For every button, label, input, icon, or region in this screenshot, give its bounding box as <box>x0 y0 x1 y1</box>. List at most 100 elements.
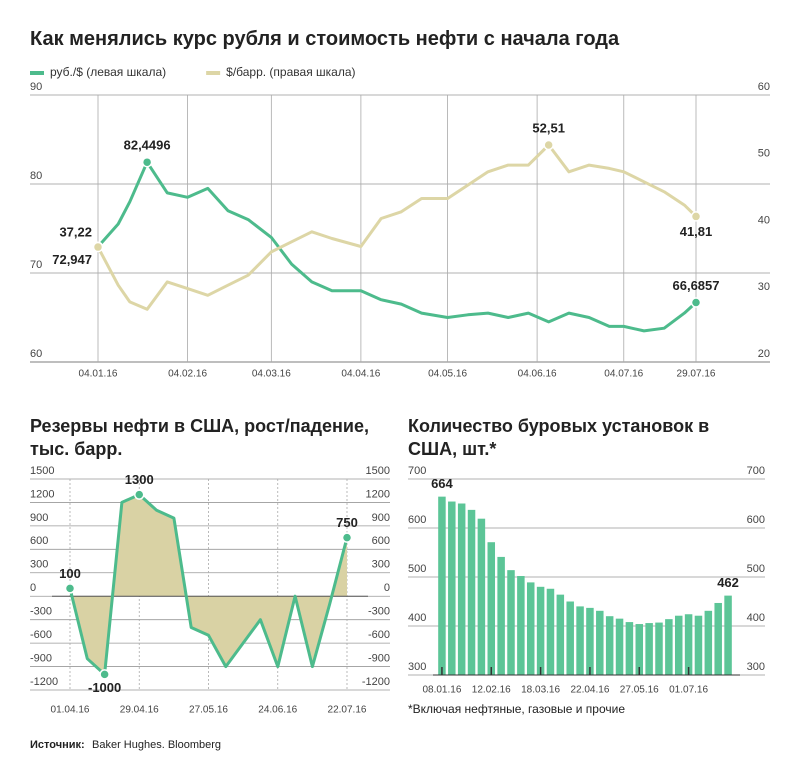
point-marker <box>64 583 76 594</box>
x-tick-label: 29.04.16 <box>120 705 159 716</box>
bar <box>655 622 663 675</box>
bar <box>635 624 644 675</box>
y2-tick-label: 50 <box>758 148 770 160</box>
x-tick-label: 01.04.16 <box>51 705 90 716</box>
x-tick-label: 04.04.16 <box>341 369 380 380</box>
bar <box>477 518 486 675</box>
value-label: 66,6857 <box>673 278 720 293</box>
y2-tick-label: -600 <box>368 629 390 641</box>
bar <box>507 570 515 675</box>
value-label: 37,22 <box>59 224 92 239</box>
x-tick-label: 24.06.16 <box>258 705 297 716</box>
series-line <box>96 160 698 333</box>
source-label: Источник: <box>30 739 85 751</box>
x-tick-label: 29.07.16 <box>677 369 716 380</box>
y2-tick-label: 1200 <box>366 488 390 500</box>
y-tick-label: 300 <box>30 559 48 571</box>
y-tick-label: -600 <box>30 629 52 641</box>
y-tick-label: 70 <box>30 259 42 271</box>
value-label: 1300 <box>125 472 154 487</box>
x-tick-label: 04.02.16 <box>168 369 207 380</box>
y2-tick-label: 900 <box>372 512 390 524</box>
chart-title: Как менялись курс рубля и стоимость нефт… <box>30 28 620 50</box>
bar <box>714 602 722 675</box>
bar <box>566 601 574 675</box>
x-tick-label: 08.01.16 <box>422 685 461 696</box>
value-label: 462 <box>717 575 739 590</box>
bar <box>625 622 634 675</box>
y-tick-label: 0 <box>30 582 36 594</box>
y2-tick-label: 300 <box>747 661 765 673</box>
series-line <box>96 143 698 311</box>
bar <box>615 618 624 675</box>
y-tick-label: 900 <box>30 512 48 524</box>
y-tick-label: -300 <box>30 606 52 618</box>
bar <box>526 582 535 675</box>
value-label: 82,4496 <box>124 138 171 153</box>
bar <box>694 615 703 675</box>
footnote: *Включая нефтяные, газовые и прочие <box>408 702 625 716</box>
bar <box>704 610 713 675</box>
value-label: -1000 <box>88 680 121 695</box>
bar <box>724 595 732 675</box>
value-label: 100 <box>59 566 81 581</box>
point-marker <box>690 211 702 222</box>
y-tick-label: 500 <box>408 563 426 575</box>
point-marker <box>543 139 554 151</box>
x-tick-label: 04.07.16 <box>604 369 643 380</box>
y2-tick-label: 1500 <box>366 465 390 477</box>
x-tick-label: 04.03.16 <box>252 369 291 380</box>
bar <box>497 556 505 675</box>
x-tick-label: 04.01.16 <box>79 369 118 380</box>
x-tick-label: 22.07.16 <box>328 705 367 716</box>
y2-tick-label: 700 <box>747 465 765 477</box>
point-marker <box>141 156 153 168</box>
bar <box>536 586 545 675</box>
point-marker <box>341 532 353 543</box>
bar <box>596 610 604 675</box>
legend-label: $/барр. (правая шкала) <box>226 65 355 79</box>
value-label: 72,947 <box>52 252 92 267</box>
y2-tick-label: 60 <box>758 81 770 93</box>
point-marker <box>99 669 110 680</box>
bar <box>556 594 565 675</box>
value-label: 52,51 <box>532 120 565 135</box>
y2-tick-label: 300 <box>372 559 390 571</box>
bar <box>645 623 653 675</box>
y2-tick-label: 0 <box>384 582 390 594</box>
value-label: 664 <box>431 476 453 491</box>
y-tick-label: 80 <box>30 170 42 182</box>
bar <box>487 542 496 675</box>
area-fill <box>70 494 347 675</box>
y-tick-label: 400 <box>408 612 426 624</box>
bar <box>586 607 594 675</box>
value-label: 750 <box>336 515 358 530</box>
x-tick-label: 27.05.16 <box>189 705 228 716</box>
y-tick-label: 60 <box>30 348 42 360</box>
y2-tick-label: 20 <box>758 348 770 360</box>
y2-tick-label: 500 <box>747 563 765 575</box>
x-tick-label: 22.04.16 <box>570 685 609 696</box>
bar <box>546 588 555 675</box>
bar <box>684 614 693 675</box>
source-text: Baker Hughes. Bloomberg <box>92 739 221 751</box>
y-tick-label: -900 <box>30 652 52 664</box>
bar <box>605 616 614 675</box>
bar <box>457 503 466 675</box>
y-tick-label: 600 <box>30 535 48 547</box>
y2-tick-label: 40 <box>758 214 770 226</box>
y-tick-label: -1200 <box>30 676 58 688</box>
y2-tick-label: 600 <box>747 514 765 526</box>
y-tick-label: 1200 <box>30 488 54 500</box>
x-tick-label: 04.06.16 <box>518 369 557 380</box>
y2-tick-label: 30 <box>758 281 770 293</box>
y2-tick-label: -1200 <box>362 676 390 688</box>
bar <box>517 576 525 675</box>
y2-tick-label: 600 <box>372 535 390 547</box>
x-tick-label: 01.07.16 <box>669 685 708 696</box>
chart-title: Резервы нефти в США, рост/падение, тыс. … <box>30 416 370 459</box>
y2-tick-label: -300 <box>368 606 390 618</box>
bar <box>448 501 456 675</box>
